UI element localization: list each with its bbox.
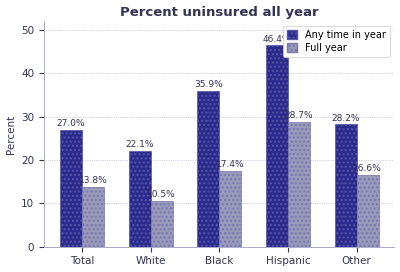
Text: 22.1%: 22.1% — [125, 140, 154, 149]
Text: 27.0%: 27.0% — [56, 119, 85, 128]
Bar — [266, 45, 288, 247]
Y-axis label: Percent: Percent — [6, 114, 16, 153]
Text: 13.8%: 13.8% — [78, 176, 107, 185]
Bar — [128, 151, 150, 247]
Bar — [288, 122, 310, 247]
Text: 16.6%: 16.6% — [353, 164, 382, 173]
Bar — [356, 175, 378, 247]
Text: 10.5%: 10.5% — [147, 190, 176, 199]
Bar — [150, 201, 172, 247]
Legend: Any time in year, Full year: Any time in year, Full year — [284, 26, 390, 57]
Bar — [334, 124, 356, 247]
Bar — [60, 129, 82, 247]
Text: 46.4%: 46.4% — [263, 35, 291, 44]
Text: 17.4%: 17.4% — [216, 160, 244, 169]
Bar — [219, 171, 241, 247]
Bar — [197, 91, 219, 247]
Bar — [82, 187, 104, 247]
Text: 35.9%: 35.9% — [194, 80, 222, 89]
Text: 28.2%: 28.2% — [331, 114, 360, 123]
Text: 28.7%: 28.7% — [284, 112, 313, 120]
Title: Percent uninsured all year: Percent uninsured all year — [120, 5, 318, 18]
